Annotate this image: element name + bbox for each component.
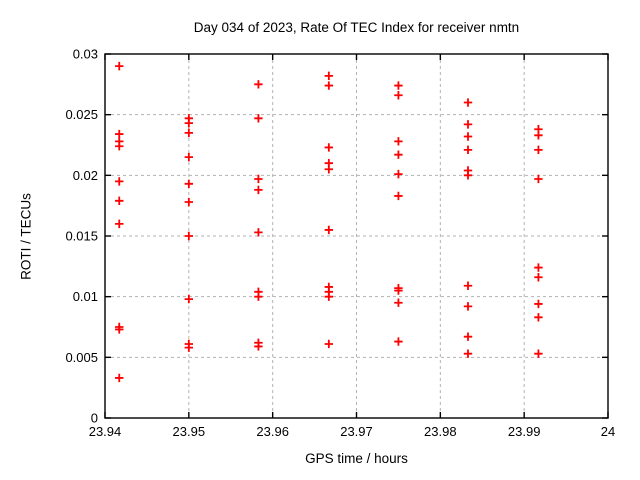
data-point [184,179,194,189]
data-point [254,114,263,123]
data-point [534,145,543,155]
data-point [463,120,473,129]
data-point [394,169,403,179]
x-tick-label: 23.95 [173,424,206,439]
data-point [463,145,473,155]
data-point [254,174,263,184]
x-tick-label: 24 [601,424,615,439]
y-tick-label: 0 [91,411,98,426]
y-tick-label: 0.015 [65,229,98,244]
data-point [184,152,194,162]
data-point [394,91,403,100]
data-point [254,80,263,89]
data-point [463,98,473,107]
data-point [534,313,543,322]
data-point [324,71,334,81]
x-tick-label: 23.97 [340,424,373,439]
y-tick-label: 0.025 [65,107,98,122]
data-point [463,349,473,358]
data-point [254,342,263,351]
x-axis-label: GPS time / hours [305,451,408,466]
data-point [324,165,334,174]
x-tick-label: 23.99 [508,424,541,439]
data-point [184,118,194,128]
data-point [115,196,124,206]
data-point [463,132,473,141]
y-tick-label: 0.03 [73,47,98,62]
data-point [254,292,263,301]
data-point [463,171,473,180]
data-point [115,219,124,229]
data-point [394,298,403,307]
data-point [394,337,403,346]
data-point [534,131,543,140]
data-point [463,281,473,290]
data-point [115,177,124,186]
data-point [534,349,543,358]
x-tick-label: 23.96 [256,424,289,439]
data-point [394,81,403,90]
data-point [324,292,334,301]
y-tick-label: 0.01 [73,289,98,304]
data-point [534,273,543,282]
data-point [184,197,194,207]
data-point [394,137,403,146]
data-point [254,228,263,237]
data-point [534,174,543,184]
data-point [115,142,124,151]
data-point [115,129,124,139]
data-point [324,339,334,349]
x-tick-label: 23.94 [89,424,122,439]
data-point [394,150,403,159]
data-point [254,185,263,195]
data-point [115,373,124,383]
data-point [324,143,334,152]
y-tick-label: 0.005 [65,350,98,365]
data-point [324,81,334,90]
data-point [463,302,473,311]
data-point [394,286,403,295]
y-tick-label: 0.02 [73,168,98,183]
x-tick-label: 23.98 [424,424,457,439]
data-point [463,332,473,341]
data-point [115,61,124,71]
data-point [184,128,194,138]
data-point [184,231,194,241]
data-point [394,191,403,201]
chart-title: Day 034 of 2023, Rate Of TEC Index for r… [193,20,520,35]
data-point [324,225,334,235]
data-point [534,299,543,309]
data-point [184,343,194,352]
data-point [534,263,543,272]
data-point [115,325,124,334]
data-point [184,294,194,304]
